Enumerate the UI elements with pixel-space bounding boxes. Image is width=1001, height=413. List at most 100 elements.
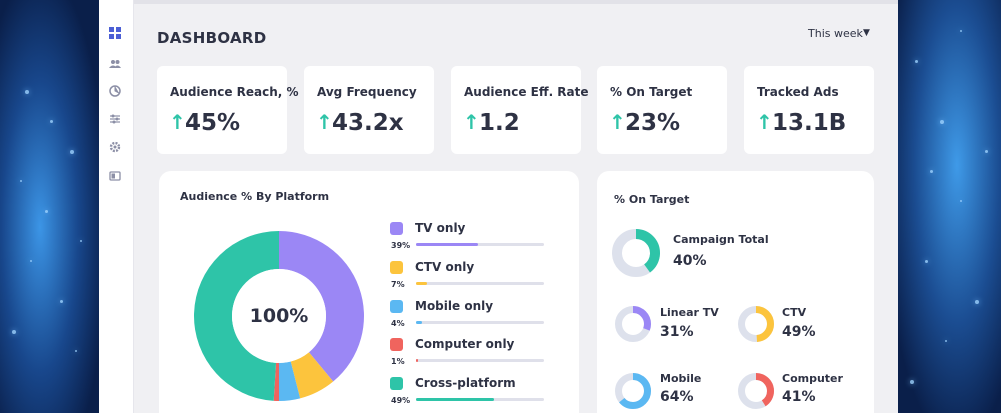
page-title: DASHBOARD: [157, 29, 267, 47]
top-border: [99, 0, 898, 4]
target-value: 49%: [782, 324, 816, 340]
particle: [80, 240, 82, 242]
dashboard-window: DASHBOARD This week ▼ Audience Reach, % …: [99, 0, 898, 413]
ring-progress: [615, 373, 651, 409]
particle: [945, 340, 947, 342]
particle: [20, 180, 22, 182]
period-selector[interactable]: This week: [808, 27, 863, 40]
target-label: CTV: [782, 306, 807, 319]
legend-item-mobile-only: Mobile only 4%: [390, 298, 550, 336]
particle: [930, 170, 933, 173]
target-value: 64%: [660, 389, 694, 405]
dashboard-icon[interactable]: [109, 27, 123, 41]
legend-item-computer-only: Computer only 1%: [390, 337, 550, 374]
trend-up-icon: ↑: [169, 110, 186, 134]
legend-label: Mobile only: [415, 298, 494, 313]
target-value: 31%: [660, 324, 694, 340]
legend-bar-fill: [416, 398, 495, 402]
legend-swatch: [390, 299, 403, 313]
ctv-ring: [738, 306, 774, 342]
media-icon[interactable]: [109, 170, 123, 184]
particle: [915, 60, 918, 63]
ring-progress: [612, 229, 660, 277]
donut-hole: [232, 269, 326, 363]
legend-bar-track: [416, 281, 544, 285]
campaign-total-ring: [612, 229, 660, 277]
caret-down-icon[interactable]: ▼: [863, 28, 870, 38]
panel-title: % On Target: [614, 193, 690, 206]
particle: [985, 150, 988, 153]
kpi-label: Audience Reach, %: [170, 85, 299, 99]
particle: [960, 30, 962, 32]
trend-up-icon: ↑: [316, 110, 333, 134]
kpi-value: 23%: [625, 110, 681, 136]
legend-bar-track: [416, 243, 544, 246]
trend-up-icon: ↑: [756, 110, 773, 134]
particle: [75, 350, 77, 352]
kpi-card-tracked-ads: Tracked Ads ↑ 13.1B: [744, 66, 874, 154]
target-label: Mobile: [660, 372, 702, 385]
kpi-label: Avg Frequency: [317, 85, 417, 99]
legend-item-ctv-only: CTV only 7%: [390, 259, 550, 297]
kpi-card-audience-eff-rate: Audience Eff. Rate ↑ 1.2: [451, 66, 589, 154]
donut-slice-computer-only[interactable]: [273, 362, 279, 401]
particle: [960, 200, 962, 202]
legend-percent: 49%: [391, 396, 411, 406]
donut-slice-mobile-only[interactable]: [279, 361, 301, 401]
legend-percent: 1%: [391, 357, 405, 367]
kpi-card-on-target: % On Target ↑ 23%: [597, 66, 727, 154]
kpi-value: 45%: [185, 110, 241, 136]
legend-item-tv-only: TV only 39%: [390, 221, 550, 258]
platform-donut-chart: [193, 231, 364, 401]
legend-label: Cross-platform: [415, 376, 516, 391]
settings-icon[interactable]: [109, 141, 123, 155]
legend-swatch: [390, 377, 403, 391]
legend-bar-fill: [416, 281, 428, 285]
background-right: [891, 0, 1001, 413]
target-value: 40%: [673, 253, 707, 269]
legend-bar-track: [416, 359, 544, 363]
particle: [940, 120, 944, 124]
target-value: 41%: [782, 389, 816, 405]
ring-progress: [738, 306, 774, 342]
particle: [70, 150, 74, 154]
particle: [910, 380, 914, 384]
particle: [925, 260, 928, 263]
users-icon[interactable]: [109, 58, 123, 72]
legend-swatch: [390, 338, 403, 352]
legend-bar-fill: [416, 320, 423, 324]
mobile-ring: [615, 373, 651, 409]
legend-bar-fill: [416, 243, 479, 246]
background-left: [0, 0, 100, 413]
target-label: Linear TV: [660, 306, 719, 319]
kpi-card-avg-frequency: Avg Frequency ↑ 43.2x: [304, 66, 434, 154]
donut-slice-tv-only[interactable]: [279, 231, 364, 382]
computer-ring: [738, 373, 774, 409]
trend-up-icon: ↑: [463, 110, 480, 134]
legend-label: TV only: [415, 221, 466, 235]
linear-tv-ring: [615, 306, 651, 342]
target-label: Computer: [782, 372, 843, 385]
globe-icon[interactable]: [109, 85, 123, 99]
legend-bar-track: [416, 398, 544, 402]
legend-percent: 39%: [391, 241, 411, 250]
platform-panel: Audience % By Platform 100% TV only 39% CT…: [159, 171, 579, 413]
target-panel: % On Target Campaign Total 40% Linear TV…: [597, 171, 874, 413]
donut-slice-cross-platform[interactable]: [193, 231, 279, 401]
kpi-value: 1.2: [479, 110, 520, 136]
kpi-value: 43.2x: [332, 110, 404, 136]
donut-slice-ctv-only[interactable]: [290, 352, 334, 399]
legend-label: CTV only: [415, 259, 475, 274]
legend-bar-fill: [416, 359, 418, 363]
panel-title: Audience % By Platform: [180, 190, 330, 203]
kpi-label: Tracked Ads: [757, 85, 839, 99]
kpi-label: % On Target: [610, 85, 693, 99]
trend-up-icon: ↑: [609, 110, 626, 134]
ring-progress: [615, 306, 651, 342]
donut-center-label: 100%: [249, 305, 309, 327]
particle: [50, 120, 53, 123]
legend-label: Computer only: [415, 337, 515, 352]
sliders-icon[interactable]: [109, 113, 123, 127]
sidebar: [99, 0, 134, 413]
legend-swatch: [390, 260, 403, 274]
